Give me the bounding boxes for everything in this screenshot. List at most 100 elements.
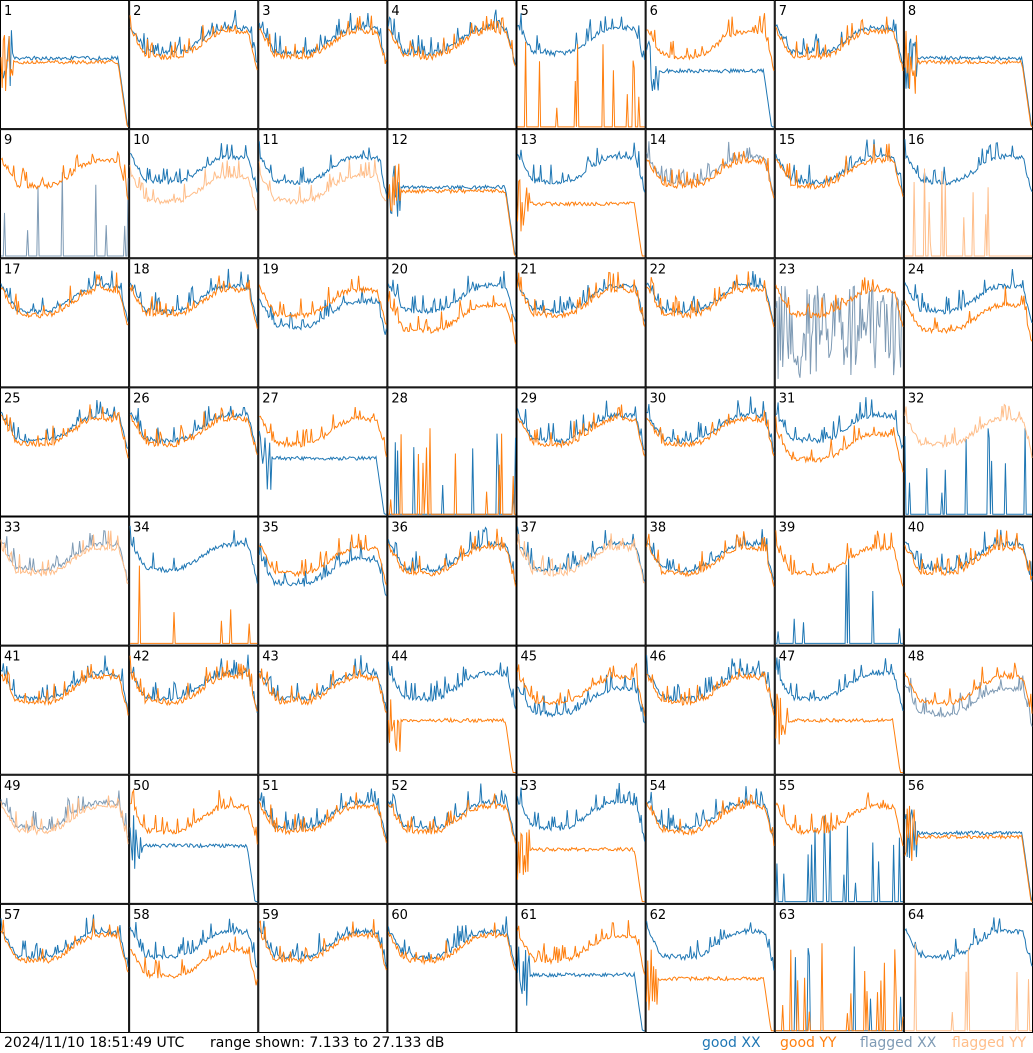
trace-yy-30 (646, 410, 775, 457)
panel-label: 47 (779, 650, 796, 665)
trace-xx-32 (904, 428, 1032, 515)
trace-xx-56 (904, 809, 1033, 902)
panel-21: 21 (516, 258, 646, 388)
panel-48: 48 (903, 645, 1033, 775)
trace-yy-2 (129, 15, 258, 71)
panel-label: 21 (521, 262, 538, 277)
trace-yy-38 (646, 531, 775, 587)
panel-23: 23 (774, 258, 904, 388)
panel-frame (516, 387, 646, 517)
panel-61: 61 (516, 903, 646, 1033)
trace-xx-9 (1, 172, 129, 257)
panel-53: 53 (516, 774, 646, 904)
panel-46: 46 (645, 645, 775, 775)
trace-xx-20 (387, 270, 516, 323)
panel-frame (258, 516, 388, 646)
panel-label: 40 (908, 521, 925, 536)
panel-58: 58 (129, 903, 259, 1033)
trace-xx-11 (258, 141, 387, 195)
panel-frame (516, 516, 646, 646)
trace-xx-30 (646, 396, 775, 453)
panel-12: 12 (387, 129, 517, 259)
trace-xx-16 (904, 139, 1033, 192)
panel-4: 4 (387, 0, 517, 130)
panel-label: 39 (779, 521, 796, 536)
panel-3: 3 (258, 0, 388, 130)
trace-xx-6 (646, 40, 774, 128)
trace-xx-28 (388, 433, 516, 515)
panel-label: 46 (650, 650, 667, 665)
panel-label: 13 (521, 133, 538, 148)
trace-yy-23 (775, 277, 904, 327)
panel-label: 37 (521, 521, 538, 536)
panel-label: 24 (908, 262, 925, 277)
panel-frame (129, 516, 259, 646)
panel-label: 11 (262, 133, 279, 148)
panel-label: 4 (391, 4, 399, 19)
panel-9: 9 (0, 129, 130, 259)
panel-frame (129, 258, 259, 388)
trace-xx-1 (0, 30, 129, 127)
panel-frame (645, 129, 775, 259)
panel-frame (645, 903, 775, 1033)
panel-44: 44 (387, 645, 517, 775)
panel-11: 11 (258, 129, 388, 259)
panel-42: 42 (129, 645, 259, 775)
trace-xx-62 (646, 920, 775, 971)
panel-13: 13 (516, 129, 646, 259)
trace-yy-25 (0, 404, 129, 459)
panel-24: 24 (903, 258, 1033, 388)
timestamp: 2024/11/10 18:51:49 UTC (4, 1035, 185, 1051)
trace-yy-8 (904, 30, 1033, 128)
panel-frame (258, 645, 388, 775)
trace-yy-58 (130, 936, 258, 986)
trace-xx-47 (775, 657, 904, 711)
panel-label: 42 (133, 650, 150, 665)
panel-34: 34 (129, 516, 259, 646)
trace-yy-33 (0, 530, 129, 584)
panel-frame (516, 645, 646, 775)
trace-yy-57 (0, 918, 129, 973)
panel-frame (774, 903, 904, 1033)
trace-xx-44 (387, 661, 516, 710)
trace-yy-42 (129, 655, 258, 712)
panel-frame (645, 258, 775, 388)
panel-50: 50 (129, 774, 259, 904)
panel-frame (0, 0, 130, 130)
trace-yy-10 (129, 160, 258, 211)
panel-frame (516, 129, 646, 259)
legend-flagged-xx: flagged XX (860, 1035, 937, 1051)
trace-yy-49 (0, 795, 129, 845)
panel-frame (258, 903, 388, 1033)
panel-frame (258, 129, 388, 259)
trace-xx-25 (0, 399, 129, 449)
trace-yy-11 (258, 159, 387, 205)
panel-label: 18 (133, 262, 150, 277)
trace-xx-42 (130, 654, 258, 714)
panel-frame (0, 129, 130, 259)
panel-47: 47 (774, 645, 904, 775)
trace-yy-9 (0, 150, 129, 200)
panel-label: 5 (521, 4, 529, 19)
trace-xx-53 (517, 782, 646, 842)
panel-25: 25 (0, 387, 130, 517)
trace-xx-22 (646, 270, 775, 323)
panel-10: 10 (129, 129, 259, 259)
panel-45: 45 (516, 645, 646, 775)
trace-yy-52 (387, 793, 516, 844)
panel-frame (774, 0, 904, 130)
trace-xx-61 (517, 946, 645, 1032)
trace-yy-14 (646, 150, 775, 199)
panel-8: 8 (903, 0, 1033, 130)
panel-label: 34 (133, 521, 150, 536)
trace-yy-31 (775, 416, 904, 473)
panel-label: 22 (650, 262, 667, 277)
panel-label: 64 (908, 908, 925, 923)
panel-63: 63 (774, 903, 904, 1033)
panel-19: 19 (258, 258, 388, 388)
panel-label: 25 (4, 391, 21, 406)
panel-62: 62 (645, 903, 775, 1033)
panel-frame (516, 903, 646, 1033)
panel-40: 40 (903, 516, 1033, 646)
panel-frame (516, 0, 646, 130)
